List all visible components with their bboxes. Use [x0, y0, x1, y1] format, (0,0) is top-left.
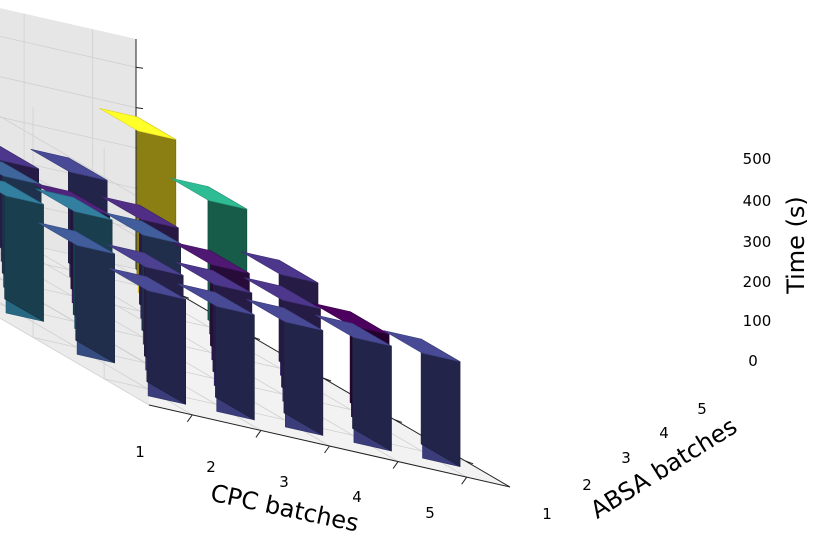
y-tick-label-5: 5 [697, 400, 707, 418]
bar-top-face [312, 302, 390, 335]
left-wall-grid-z [0, 317, 150, 406]
y-tick-label-4: 4 [659, 424, 669, 442]
y-tick-mark [393, 418, 403, 423]
floor-grid-y [0, 253, 181, 296]
x-tick-mark [461, 476, 468, 485]
z-axis-label: Time (s) [782, 196, 810, 295]
bar-top-face [0, 180, 44, 205]
x-tick-mark [392, 461, 399, 469]
x-tick-label-3: 3 [279, 473, 289, 491]
bar-top-face [383, 330, 461, 362]
bar-cpc1-absa1 [109, 267, 186, 405]
bar-top-face [0, 161, 42, 185]
z-tick-mark [135, 66, 144, 69]
bar-cpc1-absa2 [38, 222, 115, 364]
bar-top-face [99, 108, 176, 140]
z-tick-label-0: 0 [748, 352, 758, 370]
x-tick-mark [324, 445, 330, 454]
y-tick-label-2: 2 [582, 476, 592, 494]
x-tick-label-1: 1 [135, 443, 145, 461]
bar-top-face [243, 277, 321, 309]
z-tick-label-500: 500 [743, 150, 772, 168]
bar-top-face [30, 148, 108, 181]
bar-top-face [38, 222, 115, 255]
bar-cpc1-absa3 [0, 180, 44, 322]
y-tick-mark [464, 460, 474, 465]
left-wall-grid-z [0, 115, 150, 204]
bar-top-face [177, 283, 255, 316]
bar-top-face [314, 314, 392, 347]
bar-top-face [172, 241, 250, 274]
z-tick-mark [135, 107, 144, 110]
y-tick-label-3: 3 [621, 449, 631, 467]
bar-top-face [106, 244, 184, 276]
x-tick-label-5: 5 [425, 504, 435, 522]
bar-top-face [0, 146, 39, 170]
bar-top-face [35, 188, 113, 221]
bar-top-face [104, 212, 181, 244]
bar-cpc5-absa1 [383, 330, 461, 468]
y-tick-label-1: 1 [542, 505, 552, 523]
bar-cpc4-absa1 [314, 314, 392, 452]
bar-top-face [246, 299, 323, 331]
bars [0, 108, 461, 468]
z-tick-label-200: 200 [743, 273, 772, 291]
y-tick-mark [322, 377, 332, 382]
bar-top-face [175, 261, 252, 294]
bar-top-face [109, 267, 186, 300]
tick-labels: 1 2 3 4 5 1 2 3 4 5 0 100 200 300 400 50… [135, 150, 771, 523]
back-wall-grid-z [0, 116, 137, 149]
bar-cpc3-absa1 [246, 299, 324, 436]
z-tick-label-100: 100 [743, 312, 772, 330]
x-tick-label-4: 4 [352, 488, 362, 506]
z-tick-label-400: 400 [743, 192, 772, 210]
floor-grid-y [0, 278, 253, 337]
bar-top-face [170, 177, 247, 210]
x-tick-mark [255, 430, 262, 438]
back-wall-grid-z [0, 76, 137, 108]
bar-top-face [101, 196, 179, 229]
bar-top-face [241, 251, 319, 284]
x-tick-mark [186, 414, 193, 423]
bar-cpc2-absa1 [177, 283, 255, 421]
x-tick-label-2: 2 [206, 458, 216, 476]
back-wall-grid-z [0, 35, 137, 68]
z-tick-label-300: 300 [743, 233, 772, 251]
